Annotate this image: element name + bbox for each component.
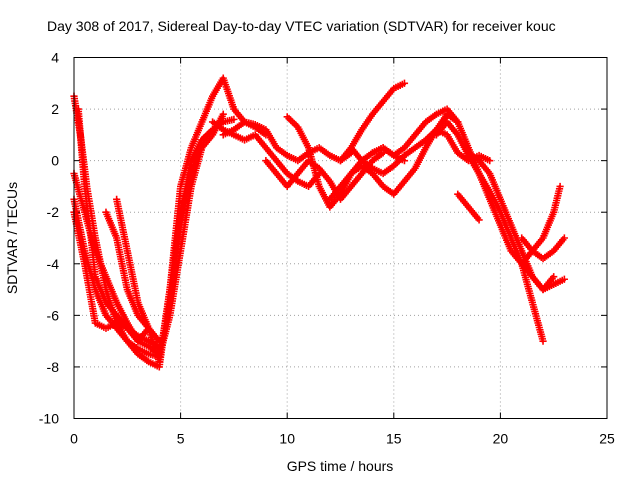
y-tick-label: -8 [47,359,60,375]
data-point [208,126,217,134]
y-axis-label: SDTVAR / TECUs [4,182,20,294]
series-track-20 [518,182,564,268]
y-tick-label: -2 [47,204,60,220]
x-tick-label: 15 [386,431,402,447]
data-point [560,234,568,242]
series-track-18 [454,190,483,224]
tick-labels: 0 5 10 15 20 25 -10 -8 -6 -4 -2 0 2 4 [39,50,615,447]
data-point [560,275,568,283]
plot-frame [73,57,608,419]
data-point [219,110,227,118]
series-track-16 [432,118,547,345]
data-point [230,115,238,123]
data-point [550,273,558,281]
chart-title: Day 308 of 2017, Sidereal Day-to-day VTE… [47,18,556,34]
x-tick-label: 5 [177,431,185,447]
y-tick-label: 2 [51,101,59,117]
y-tick-label: -4 [47,256,60,272]
data-point [155,337,163,345]
x-tick-label: 25 [599,431,615,447]
y-tick-label: -6 [47,307,60,323]
series-track-5 [70,208,163,350]
series-track-7 [113,195,163,345]
data-point [556,182,564,191]
series-track-9 [219,118,355,165]
x-tick-label: 0 [70,431,78,447]
series-track-19 [518,234,568,263]
y-tick-label: -10 [39,411,59,427]
data-points [70,74,568,371]
x-tick-label: 20 [493,431,509,447]
data-point [486,157,494,165]
data-point [400,79,409,87]
x-tick-label: 10 [279,431,295,447]
data-point [539,337,547,345]
data-point [475,216,483,224]
y-tick-label: 4 [51,50,59,66]
x-axis-label: GPS time / hours [287,458,394,474]
y-tick-label: 0 [51,153,59,169]
